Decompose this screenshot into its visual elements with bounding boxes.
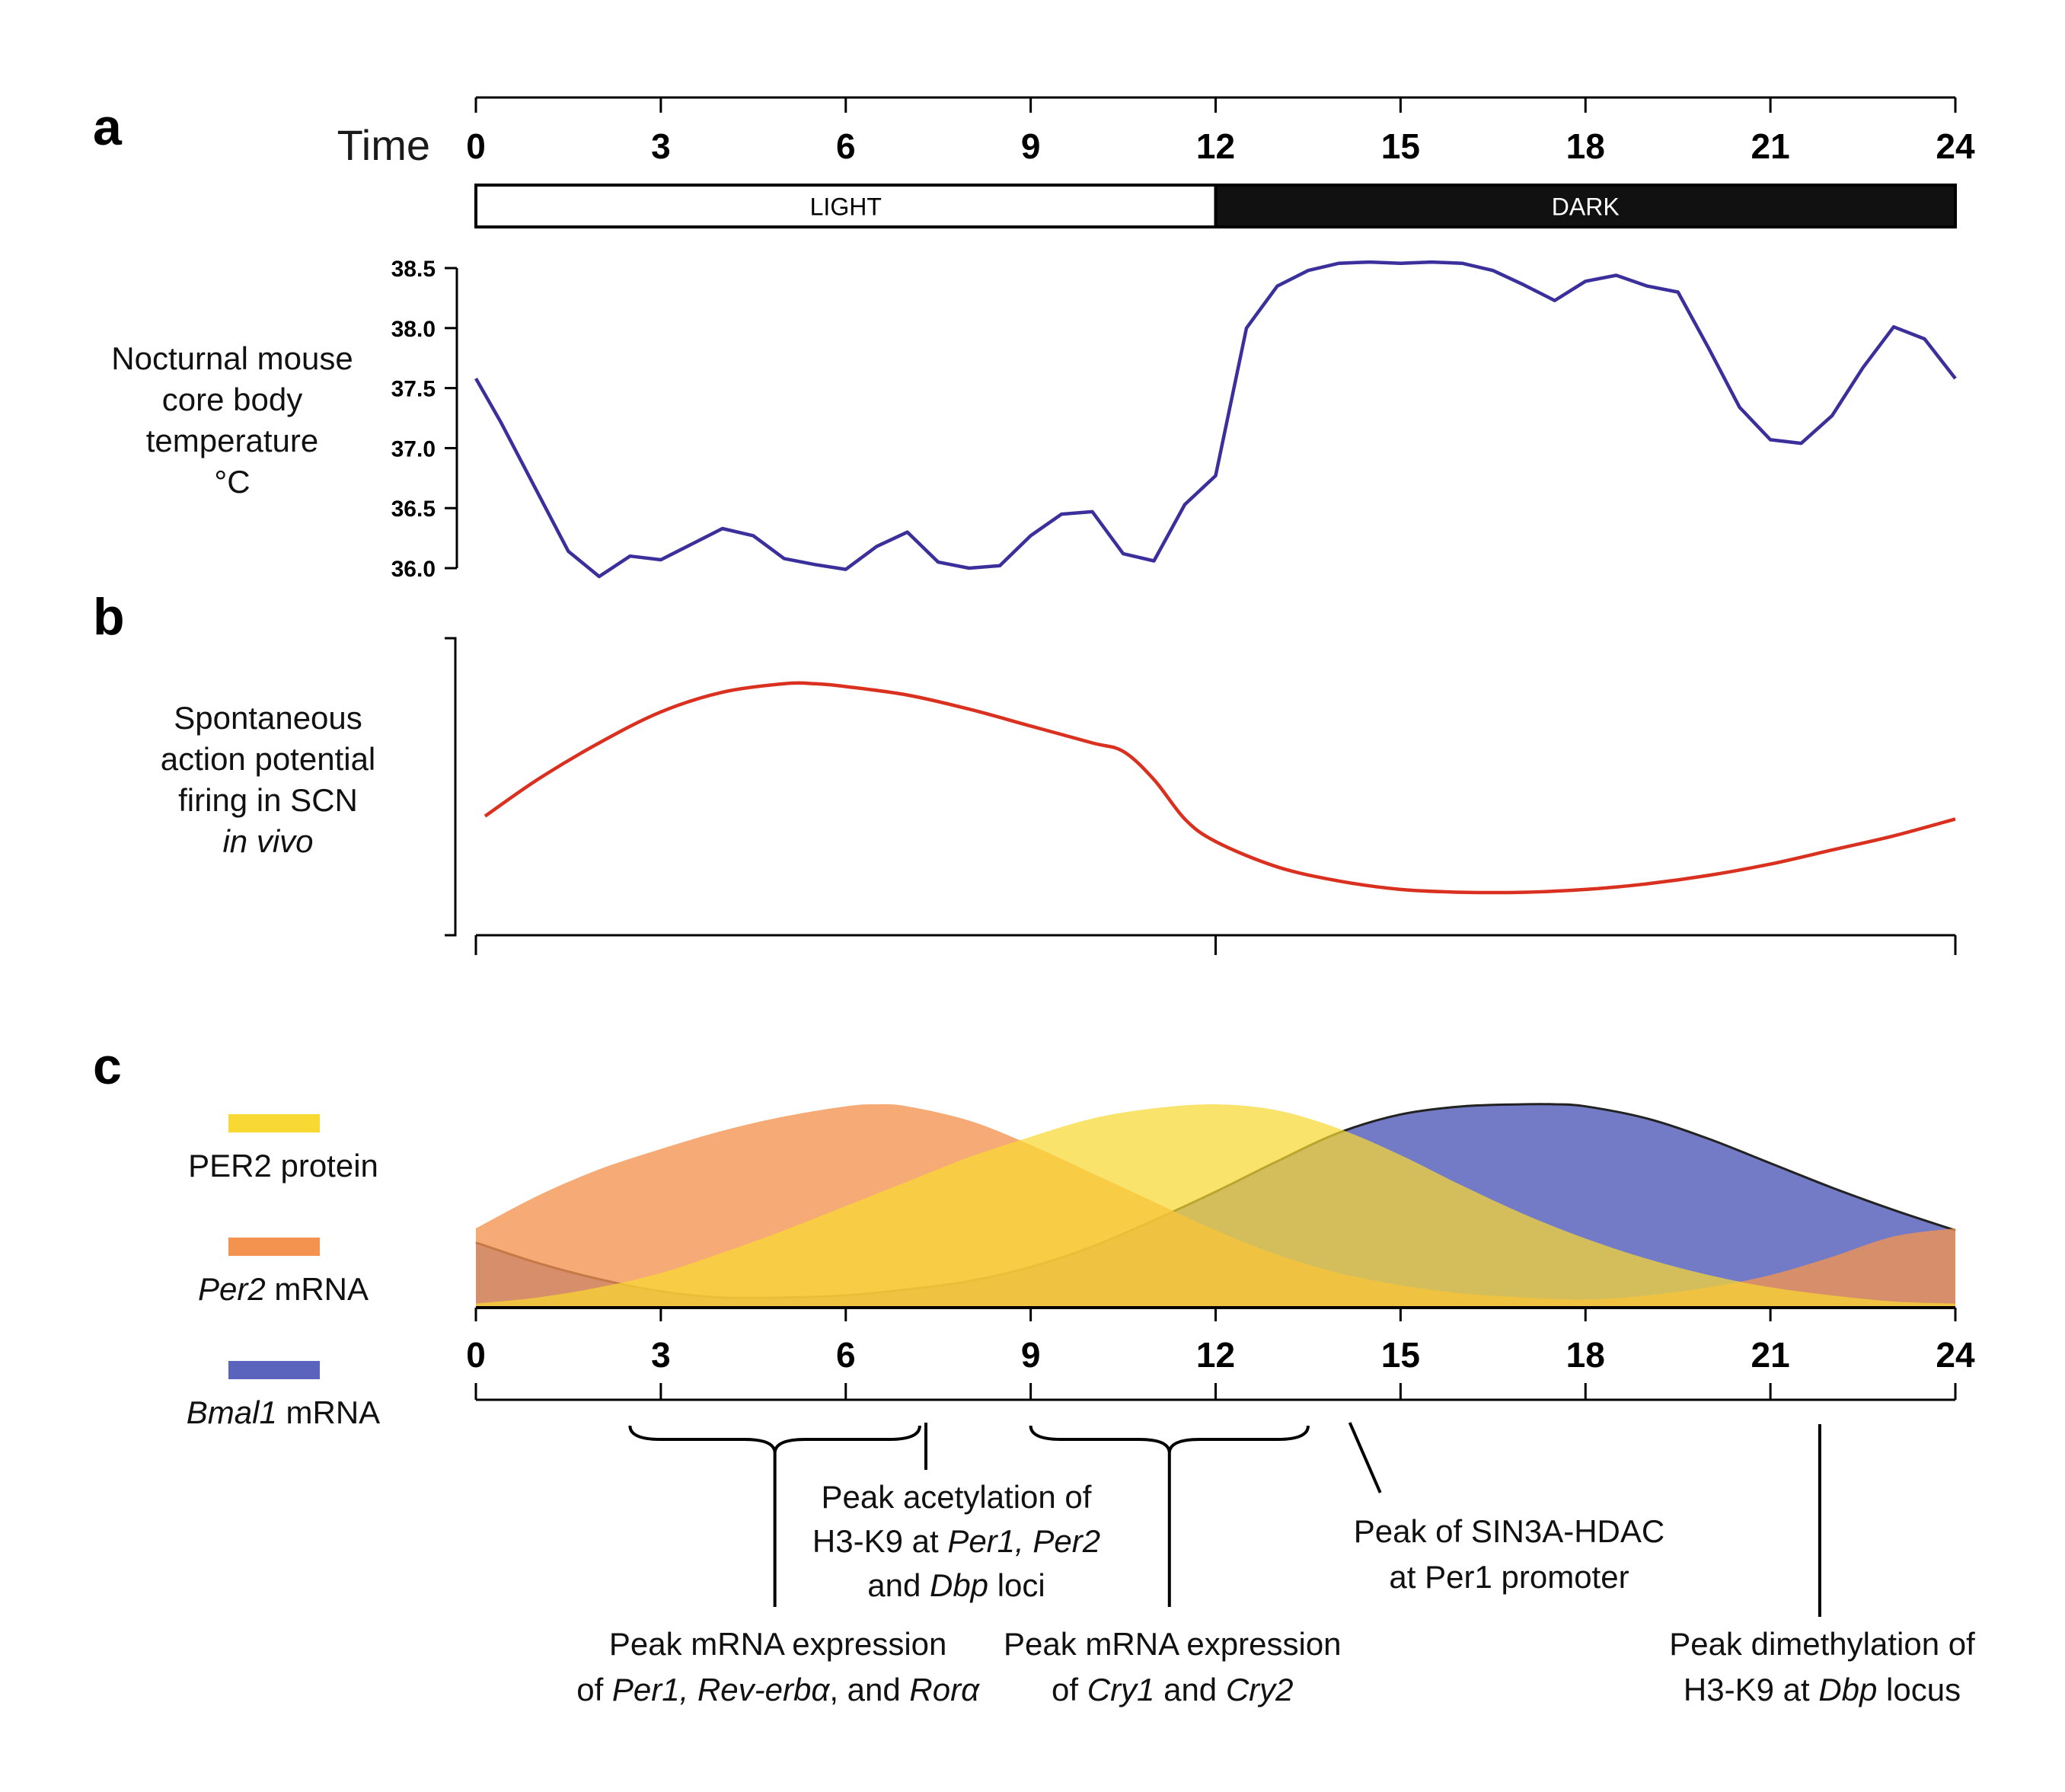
panel-a-x-tick-label: 12: [1196, 126, 1235, 166]
panel-a-x-tick-label: 0: [466, 126, 486, 166]
light-dark-bar: LIGHT DARK: [474, 184, 1957, 228]
annotation-text-line: Peak mRNA expression: [609, 1626, 947, 1662]
firing-rate-line: [484, 681, 1956, 895]
annotation-text-line: of Per1, Rev-erbα, and Rorα: [576, 1672, 980, 1707]
panel-b-firing-plot: [484, 681, 1956, 895]
annotation-text-line: at Per1 promoter: [1389, 1559, 1629, 1595]
legend-swatch: [228, 1238, 320, 1256]
panel-a-y-axis: 36.0 36.5 37.0 37.5 38.0 38.5: [391, 257, 458, 582]
panel-a-time-axis: Time 0 3 6 9 12 15 18 21 24: [337, 96, 1975, 169]
legend-swatch: [228, 1114, 320, 1132]
panel-a-ylabel: Nocturnal mouse core body temperature °C: [111, 340, 353, 500]
annotation-text-line: Peak mRNA expression: [1004, 1626, 1342, 1662]
panel-a-ylabel-line: Nocturnal mouse: [111, 340, 353, 376]
annotation-leader: [1348, 1422, 1382, 1493]
panel-a-temperature-plot: [474, 260, 1957, 579]
panel-letter-b: b: [93, 588, 125, 646]
panel-c-x-tick-label: 18: [1566, 1335, 1605, 1375]
panel-b-ylabel-line: Spontaneous: [174, 700, 362, 736]
bar-segment-label: DARK: [1552, 193, 1620, 221]
panel-c-x-tick-label: 21: [1751, 1335, 1790, 1375]
bar-segment-dark: [1214, 184, 1957, 228]
panel-b-y-axis-bracket: [445, 637, 457, 937]
annotation-text-line: of Cry1 and Cry2: [1052, 1672, 1294, 1707]
panel-a-x-tick-label: 3: [651, 126, 671, 166]
panel-c-x-tick-label: 9: [1021, 1335, 1041, 1375]
legend-swatch: [228, 1361, 320, 1379]
panel-a-ylabel-line: core body: [162, 382, 302, 417]
panel-c-time-axis: 0 3 6 9 12 15 18 21 24: [466, 1306, 1975, 1401]
panel-c-expression-plot: [475, 1103, 1956, 1308]
panel-a-x-tick-label: 9: [1021, 126, 1041, 166]
panel-b-axes: [445, 637, 1957, 955]
panel-b-ylabel: Spontaneous action potential firing in SCN…: [161, 700, 376, 859]
annotation-brace: [1029, 1425, 1310, 1454]
panel-a-x-tick-label: 6: [836, 126, 856, 166]
panel-a-x-tick-label: 18: [1566, 126, 1605, 166]
panel-c-annotations: Peak mRNA expression of Per1, Rev-erbα, a…: [576, 1422, 1975, 1707]
legend-label: PER2 protein: [188, 1148, 378, 1183]
panel-a-y-tick-label: 36.0: [391, 557, 436, 582]
panel-c-x-tick-label: 15: [1381, 1335, 1420, 1375]
panel-a-y-tick-label: 38.0: [391, 317, 436, 342]
panel-b-ylabel-line: firing in SCN: [178, 782, 358, 818]
temperature-line: [474, 260, 1957, 579]
panel-c-x-tick-label: 6: [836, 1335, 856, 1375]
panel-b-ylabel-line: action potential: [161, 741, 376, 777]
panel-a-y-tick-label: 37.0: [391, 436, 436, 462]
panel-a-x-tick-label: 15: [1381, 126, 1420, 166]
panel-c-x-tick-label: 12: [1196, 1335, 1235, 1375]
annotation-text-line: H3-K9 at Per1, Per2: [812, 1523, 1100, 1559]
annotation-text-line: Peak acetylation of: [822, 1479, 1092, 1515]
panel-letter-c: c: [93, 1037, 122, 1095]
panel-a-y-tick-label: 36.5: [391, 497, 436, 522]
panel-a-ylabel-line: °C: [214, 464, 250, 500]
annotation-text-line: Peak of SIN3A-HDAC: [1354, 1513, 1664, 1549]
panel-c-x-tick-label: 3: [651, 1335, 671, 1375]
annotation-text-line: Peak dimethylation of: [1669, 1626, 1975, 1662]
panel-c-x-tick-label: 0: [466, 1335, 486, 1375]
panel-c-x-tick-label: 24: [1936, 1335, 1975, 1375]
panel-a-xlabel: Time: [337, 121, 430, 169]
bar-segment-label: LIGHT: [810, 193, 882, 221]
annotation-text-line: and Dbp loci: [867, 1567, 1045, 1603]
annotation-brace: [628, 1425, 921, 1454]
panel-a-ylabel-line: temperature: [146, 423, 318, 458]
panel-a-y-tick-label: 38.5: [391, 257, 436, 282]
legend-label: Per2 mRNA: [198, 1271, 369, 1307]
legend-label: Bmal1 mRNA: [187, 1394, 380, 1430]
panel-a-x-tick-label: 21: [1751, 126, 1790, 166]
annotation-text-line: H3-K9 at Dbp locus: [1684, 1672, 1961, 1707]
panel-a-x-tick-label: 24: [1936, 126, 1975, 166]
panel-b-ylabel-line: in vivo: [222, 823, 313, 859]
panel-a-y-tick-label: 37.5: [391, 377, 436, 402]
area-per2-protein: [476, 1104, 1955, 1308]
panel-c-legend: PER2 protein Per2 mRNA Bmal1 mRNA: [187, 1114, 380, 1430]
panel-letter-a: a: [93, 98, 123, 156]
